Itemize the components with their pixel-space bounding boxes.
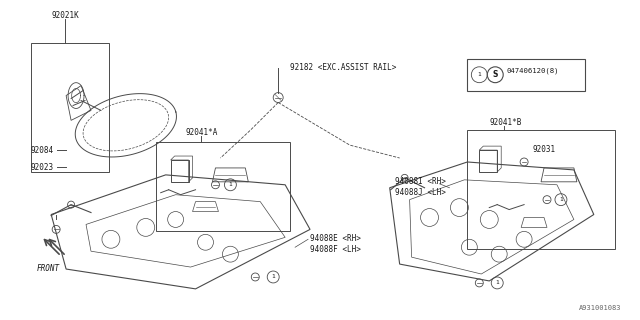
Text: 92041*B: 92041*B [489, 118, 522, 127]
Bar [31, 43, 109, 172]
Text: 92182 <EXC.ASSIST RAIL>: 92182 <EXC.ASSIST RAIL> [290, 63, 397, 72]
Text: 1: 1 [477, 72, 481, 77]
Text: 1: 1 [271, 275, 275, 279]
Bar [467, 130, 614, 249]
Text: 94088J <LH>: 94088J <LH> [395, 188, 445, 197]
Text: 1: 1 [559, 197, 563, 202]
Bar [467, 59, 585, 91]
Text: 1: 1 [228, 182, 232, 187]
Text: A931001083: A931001083 [579, 305, 621, 311]
Text: 94088F <LH>: 94088F <LH> [310, 245, 361, 254]
Bar [156, 142, 290, 231]
Text: 92084: 92084 [30, 146, 53, 155]
Text: 92031: 92031 [532, 145, 556, 154]
Text: 1: 1 [495, 280, 499, 285]
Text: S: S [493, 70, 498, 79]
Text: 94088E <RH>: 94088E <RH> [310, 234, 361, 243]
Text: 047406120(8): 047406120(8) [506, 68, 559, 74]
Text: 94088I <RH>: 94088I <RH> [395, 177, 445, 186]
Text: FRONT: FRONT [36, 264, 60, 273]
Text: 92021K: 92021K [51, 11, 79, 20]
Text: 92041*A: 92041*A [186, 128, 218, 137]
Text: 92023: 92023 [30, 163, 53, 172]
